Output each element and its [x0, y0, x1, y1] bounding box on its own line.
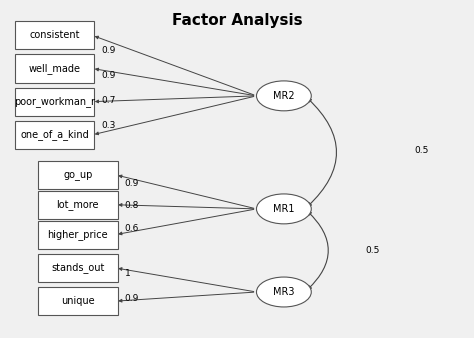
FancyBboxPatch shape	[15, 21, 94, 49]
Ellipse shape	[256, 277, 311, 307]
Text: 0.8: 0.8	[125, 201, 139, 210]
Text: 0.5: 0.5	[415, 146, 429, 155]
Ellipse shape	[256, 194, 311, 224]
Text: 0.9: 0.9	[125, 179, 139, 188]
Ellipse shape	[256, 81, 311, 111]
Text: stands_out: stands_out	[51, 262, 104, 273]
Text: well_made: well_made	[28, 63, 81, 74]
Text: 0.5: 0.5	[365, 246, 380, 255]
Text: Factor Analysis: Factor Analysis	[172, 13, 302, 28]
Text: MR1: MR1	[273, 204, 295, 214]
Text: higher_price: higher_price	[47, 229, 108, 240]
Text: unique: unique	[61, 296, 95, 306]
Text: consistent: consistent	[29, 30, 80, 40]
FancyBboxPatch shape	[38, 254, 118, 282]
Text: 0.9: 0.9	[101, 46, 116, 55]
Text: 0.9: 0.9	[125, 294, 139, 304]
FancyBboxPatch shape	[15, 88, 94, 116]
Text: 1: 1	[125, 269, 130, 279]
Text: poor_workman_r: poor_workman_r	[14, 96, 95, 107]
FancyBboxPatch shape	[15, 54, 94, 82]
FancyArrowPatch shape	[308, 212, 328, 289]
FancyBboxPatch shape	[38, 220, 118, 249]
Text: 0.6: 0.6	[125, 224, 139, 233]
Text: MR2: MR2	[273, 91, 295, 101]
FancyBboxPatch shape	[38, 191, 118, 219]
Text: lot_more: lot_more	[56, 199, 99, 210]
FancyBboxPatch shape	[15, 121, 94, 149]
Text: 0.7: 0.7	[101, 96, 116, 105]
FancyBboxPatch shape	[38, 287, 118, 315]
Text: MR3: MR3	[273, 287, 295, 297]
FancyBboxPatch shape	[38, 161, 118, 189]
Text: 0.3: 0.3	[101, 121, 116, 130]
Text: 0.9: 0.9	[101, 71, 116, 80]
Text: go_up: go_up	[63, 170, 92, 180]
FancyArrowPatch shape	[308, 99, 337, 206]
Text: one_of_a_kind: one_of_a_kind	[20, 129, 89, 140]
